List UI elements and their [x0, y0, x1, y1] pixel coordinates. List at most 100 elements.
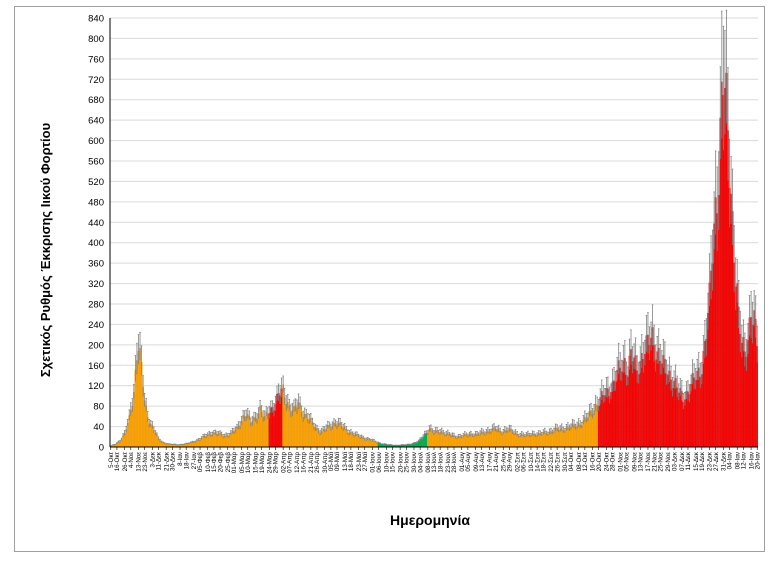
x-tick-label: 15-Μαρ: [253, 452, 260, 474]
y-axis-title: Σχετικός Ρυθμός Έκκρισης Ιικού Φορτίου: [38, 122, 53, 377]
x-tick-label: 26-Οκτ: [122, 451, 129, 471]
bar: [694, 379, 697, 448]
bar: [562, 429, 565, 448]
x-tick-label: 15-Δεκ: [693, 451, 700, 471]
bar: [656, 351, 658, 448]
bar: [206, 434, 209, 448]
bar: [294, 405, 297, 448]
bar: [701, 374, 703, 448]
x-tick-label: 10-Ιουν: [383, 452, 390, 473]
bar: [684, 399, 686, 448]
bar: [154, 433, 157, 448]
bar: [120, 439, 123, 448]
bar: [200, 438, 203, 448]
bar: [707, 313, 709, 448]
bar: [213, 432, 215, 448]
bar: [300, 412, 303, 448]
bar: [580, 425, 583, 448]
bar: [688, 394, 691, 448]
bar: [347, 432, 349, 448]
bar: [242, 415, 244, 448]
x-tick-label: 10-Σεπ: [528, 452, 535, 472]
x-tick-label: 18-Σεπ: [540, 452, 547, 472]
x-tick-label: 13-Νοε: [637, 452, 644, 472]
bar: [450, 435, 452, 448]
x-tick-label: 24-Οκτ: [604, 451, 611, 471]
x-tick-label: 22-Σεπ: [548, 452, 555, 472]
x-tick-label: 19-Μαρ: [259, 452, 266, 474]
bar: [679, 387, 682, 448]
bar: [691, 373, 694, 448]
bar: [742, 337, 745, 448]
bar: [137, 350, 140, 448]
bar: [545, 433, 548, 448]
bar: [149, 423, 152, 448]
bar: [145, 405, 147, 448]
bar: [622, 360, 625, 448]
bar: [753, 310, 755, 448]
x-tick-label: 27-Ιαν: [191, 452, 198, 469]
bar: [317, 431, 320, 448]
bar: [280, 388, 283, 448]
bar: [217, 433, 220, 448]
bar: [196, 440, 198, 448]
bar: [604, 395, 606, 448]
bar: [547, 433, 549, 448]
bar: [473, 435, 475, 448]
x-tick-label: 09-Νοε: [631, 452, 638, 472]
x-tick-label: 12-Ιαν: [741, 452, 748, 469]
bar: [517, 435, 520, 448]
bar: [625, 375, 628, 448]
bar: [714, 197, 717, 448]
x-tick-label: 01-Νοε: [617, 452, 624, 472]
bar: [519, 435, 521, 448]
x-tick-label: 23-Μαϊ: [356, 451, 363, 471]
bar: [528, 435, 531, 448]
bar: [286, 402, 289, 448]
bar: [306, 418, 309, 448]
bar: [219, 432, 221, 448]
bar: [557, 430, 560, 448]
bar: [305, 414, 308, 448]
y-tick-label: 80: [93, 402, 104, 413]
x-tick-label: 23-Ιουλ: [445, 451, 452, 472]
bar: [530, 435, 532, 448]
bar: [673, 380, 675, 448]
x-tick-label: 25-Ιουν: [403, 452, 410, 473]
bar: [414, 442, 417, 448]
x-tick-label: 21-Αυγ: [493, 451, 500, 471]
bar: [736, 283, 739, 448]
x-tick-label: 26-Απρ: [314, 452, 321, 473]
x-tick-label: 12-Οκτ: [582, 451, 589, 471]
bar: [303, 413, 306, 448]
x-axis-title: Ημερομηνία: [390, 512, 470, 528]
bar: [283, 397, 286, 448]
bar: [568, 428, 571, 448]
x-tick-label: 01-Μαρ: [231, 452, 238, 474]
bar: [357, 435, 360, 448]
bar: [754, 318, 757, 448]
bar: [191, 441, 194, 448]
x-tick-label: 8-Ιαν: [177, 452, 184, 466]
bar: [270, 407, 272, 448]
x-tick-label: 16-Ιαν: [748, 452, 755, 469]
bar: [126, 422, 129, 448]
bar: [263, 416, 266, 448]
bar: [373, 440, 375, 448]
bar: [662, 355, 665, 448]
bar: [610, 392, 612, 448]
bar: [507, 430, 509, 448]
y-tick-label: 120: [88, 381, 104, 392]
bar: [356, 433, 358, 448]
bar: [668, 370, 671, 448]
bar: [731, 211, 734, 448]
bar: [194, 441, 197, 448]
x-tick-label: 19-Δεκ: [699, 451, 706, 471]
bar: [465, 434, 468, 448]
x-tick-label: 07-Δεκ: [679, 451, 686, 471]
x-tick-label: 11-Δεκ: [156, 451, 163, 470]
x-tick-label: 13-Ιουλ: [431, 451, 438, 472]
bar: [214, 432, 217, 448]
bar: [599, 397, 602, 448]
x-tick-label: 18-Ιουλ: [437, 451, 444, 472]
